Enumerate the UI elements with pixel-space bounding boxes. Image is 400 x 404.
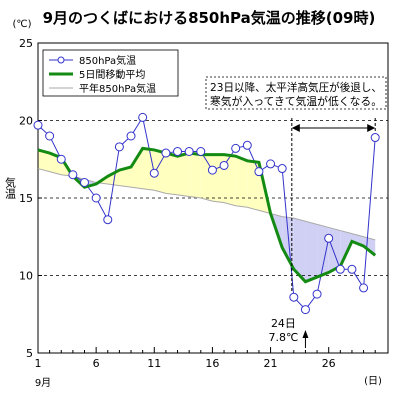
legend-normal-label: 平年850hPa気温 bbox=[79, 82, 156, 95]
series-daily-point bbox=[347, 264, 357, 274]
min-arrow-head bbox=[302, 330, 309, 338]
series-daily-point bbox=[254, 167, 264, 177]
range-arrow-right-head bbox=[367, 124, 376, 132]
legend-ma5-label: 5日間移動平均 bbox=[79, 68, 145, 81]
month-label: 9月 bbox=[35, 377, 51, 389]
annotation-line-1: 23日以降、太平洋高気圧が後退し、 bbox=[210, 80, 382, 94]
series-daily-point bbox=[56, 154, 66, 164]
series-daily-point bbox=[114, 142, 124, 152]
series-daily-point bbox=[324, 233, 334, 243]
series-daily-point bbox=[103, 215, 113, 225]
series-daily-point bbox=[184, 147, 194, 156]
series-daily-point bbox=[80, 178, 90, 187]
y-tick-label: 15 bbox=[19, 192, 33, 205]
series-daily-point bbox=[68, 170, 78, 180]
series-daily-point bbox=[312, 289, 322, 299]
min-temp-label: 7.8℃ bbox=[269, 331, 299, 344]
anomaly-fill bbox=[107, 170, 120, 186]
legend-daily-marker bbox=[57, 56, 65, 64]
series-daily-point bbox=[138, 112, 148, 122]
series-daily-point bbox=[370, 133, 380, 143]
series-daily-point bbox=[335, 264, 345, 274]
series-daily-point bbox=[33, 120, 43, 130]
series-daily-point bbox=[161, 148, 171, 158]
anomaly-fill bbox=[282, 216, 294, 270]
x-tick-label: 1 bbox=[35, 357, 42, 370]
anomaly-fill bbox=[177, 153, 190, 197]
chart-title: 9月のつくばにおける850hPa気温の推移(09時) bbox=[43, 9, 376, 27]
series-daily-point bbox=[207, 165, 217, 175]
y-tick-label: 5 bbox=[26, 347, 33, 360]
series-daily-line bbox=[37, 116, 376, 311]
anomaly-fill bbox=[189, 153, 201, 198]
x-tick-label: 26 bbox=[322, 357, 336, 370]
series-daily-point bbox=[196, 147, 206, 156]
annotation-line-2: 寒気が入ってきて気温が低くなる。 bbox=[210, 94, 382, 108]
anomaly-fill bbox=[154, 149, 166, 194]
anomaly-fill bbox=[363, 236, 376, 256]
anomaly-fill bbox=[351, 233, 364, 247]
anomaly-fill bbox=[38, 149, 50, 172]
series-daily-point bbox=[219, 160, 229, 170]
series-daily-point bbox=[300, 305, 310, 315]
anomaly-fill bbox=[131, 148, 143, 189]
y-axis-label: 気温 bbox=[4, 176, 17, 199]
annotation-box bbox=[205, 76, 387, 110]
series-daily-point bbox=[173, 147, 183, 156]
series-daily-point bbox=[149, 168, 159, 178]
anomaly-fill bbox=[165, 153, 178, 195]
series-daily-point bbox=[126, 131, 136, 141]
series-daily-point bbox=[266, 159, 276, 169]
min-day-label: 24日 bbox=[271, 317, 296, 330]
series-daily-point bbox=[242, 140, 252, 150]
y-unit-label: (℃) bbox=[12, 19, 31, 30]
anomaly-fill bbox=[317, 224, 329, 278]
y-tick-label: 20 bbox=[19, 115, 33, 128]
series-daily-point bbox=[277, 164, 287, 174]
legend-daily-label: 850hPa気温 bbox=[79, 54, 136, 67]
range-arrow-left-head bbox=[291, 124, 300, 132]
anomaly-fill bbox=[293, 218, 306, 282]
anomaly-fill bbox=[235, 156, 248, 208]
series-normal-line bbox=[37, 168, 376, 241]
series-daily-point bbox=[45, 131, 55, 141]
x-tick-label: 16 bbox=[205, 357, 219, 370]
x-tick-label: 11 bbox=[147, 357, 161, 370]
y-tick-label: 10 bbox=[19, 270, 33, 283]
series-daily-point bbox=[231, 143, 241, 153]
series-daily-point bbox=[289, 292, 299, 302]
anomaly-fill bbox=[305, 221, 318, 282]
y-tick-label: 25 bbox=[19, 37, 33, 50]
series-daily-point bbox=[359, 283, 369, 293]
x-unit-label: (日) bbox=[364, 376, 382, 387]
x-tick-label: 21 bbox=[264, 357, 278, 370]
series-ma5-line bbox=[37, 146, 377, 284]
anomaly-fill bbox=[119, 167, 132, 188]
x-tick-label: 6 bbox=[93, 357, 100, 370]
series-daily-point bbox=[91, 193, 101, 203]
